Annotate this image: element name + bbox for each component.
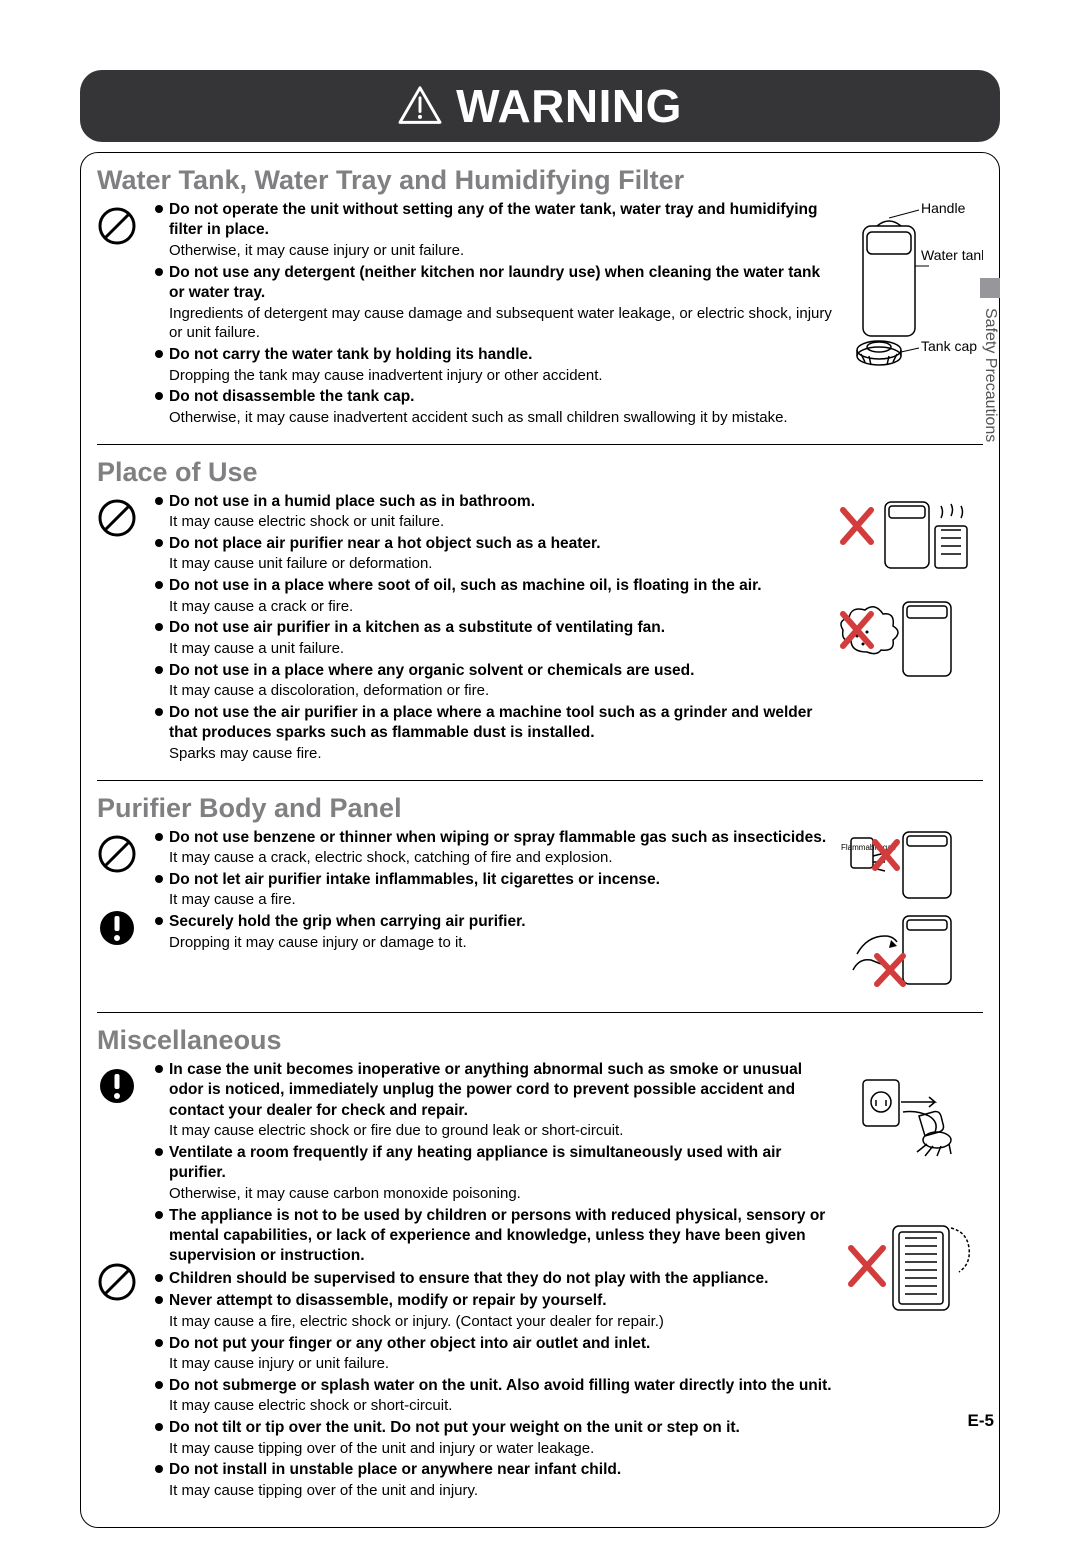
side-tab-square-icon (980, 278, 1000, 298)
item-sub: It may cause injury or unit failure. (169, 1354, 833, 1374)
item-sub: Otherwise, it may cause inadvertent acci… (169, 408, 833, 428)
misc-diagrams (833, 1060, 983, 1360)
item-sub: Otherwise, it may cause carbon monoxide … (169, 1184, 833, 1204)
section-title: Place of Use (97, 457, 983, 488)
place-diagrams (833, 492, 983, 692)
item-bold: Do not put your finger or any other obje… (169, 1335, 650, 1352)
item-sub: Dropping it may cause injury or damage t… (169, 933, 833, 953)
item-sub: Sparks may cause fire. (169, 744, 833, 764)
item-sub: It may cause electric shock or short-cir… (169, 1396, 833, 1416)
page-number: E-5 (968, 1411, 994, 1431)
item-sub: It may cause a crack, electric shock, ca… (169, 848, 833, 868)
item-bold: The appliance is not to be used by child… (169, 1207, 825, 1265)
item-bold: Do not operate the unit without setting … (169, 201, 817, 238)
item-bold: Do not use benzene or thinner when wipin… (169, 829, 826, 846)
item-bold: Do not tilt or tip over the unit. Do not… (169, 1419, 740, 1436)
item-bold: Do not use in a place where soot of oil,… (169, 577, 762, 594)
section-title: Purifier Body and Panel (97, 793, 983, 824)
banner-text: WARNING (456, 79, 682, 133)
item-bold: Do not carry the water tank by holding i… (169, 346, 532, 363)
section-miscellaneous: Miscellaneous In case the unit becomes i… (97, 1012, 983, 1503)
item-list: Do not use in a humid place such as in b… (155, 492, 833, 764)
item-bold: Never attempt to disassemble, modify or … (169, 1292, 607, 1309)
item-list: Do not operate the unit without setting … (155, 200, 833, 428)
prohibit-icon (97, 1262, 137, 1302)
section-purifier-body: Purifier Body and Panel Do not use benze… (97, 780, 983, 998)
prohibit-icon (97, 498, 137, 538)
item-sub: Otherwise, it may cause injury or unit f… (169, 241, 833, 261)
item-bold: Do not use in a humid place such as in b… (169, 493, 535, 510)
item-bold: Ventilate a room frequently if any heati… (169, 1144, 781, 1181)
item-sub: It may cause unit failure or deformation… (169, 554, 833, 574)
item-bold: Do not use the air purifier in a place w… (169, 704, 812, 741)
water-tank-diagram: Handle Water tank Tank cap (833, 200, 983, 380)
item-sub: It may cause a fire, electric shock or i… (169, 1312, 833, 1332)
prohibit-icon (97, 834, 137, 874)
prohibit-icon (97, 206, 137, 246)
mandatory-icon (97, 1066, 137, 1106)
item-bold: Children should be supervised to ensure … (169, 1270, 768, 1287)
item-bold: Do not install in unstable place or anyw… (169, 1461, 621, 1478)
label-tankcap: Tank cap (921, 338, 977, 354)
item-sub: It may cause a crack or fire. (169, 597, 833, 617)
item-bold: Do not use in a place where any organic … (169, 662, 694, 679)
body-diagrams: Flammable gas (833, 828, 983, 998)
item-bold: Do not submerge or splash water on the u… (169, 1377, 832, 1394)
warning-triangle-icon (398, 86, 442, 126)
item-bold: In case the unit becomes inoperative or … (169, 1061, 802, 1119)
section-title: Water Tank, Water Tray and Humidifying F… (97, 165, 983, 196)
item-sub: It may cause electric shock or fire due … (169, 1121, 833, 1141)
label-handle: Handle (921, 200, 966, 216)
item-bold: Do not use air purifier in a kitchen as … (169, 619, 665, 636)
item-bold: Do not let air purifier intake inflammab… (169, 871, 660, 888)
warning-banner: WARNING (80, 70, 1000, 142)
item-sub: It may cause tipping over of the unit an… (169, 1481, 833, 1501)
label-watertank: Water tank (921, 247, 983, 263)
item-list: In case the unit becomes inoperative or … (155, 1060, 833, 1501)
section-title: Miscellaneous (97, 1025, 983, 1056)
section-water-tank: Water Tank, Water Tray and Humidifying F… (97, 165, 983, 430)
content-frame: Water Tank, Water Tray and Humidifying F… (80, 152, 1000, 1528)
item-bold: Do not place air purifier near a hot obj… (169, 535, 601, 552)
section-place-of-use: Place of Use Do not use in a humid place… (97, 444, 983, 766)
item-bold: Do not disassemble the tank cap. (169, 388, 414, 405)
side-tab: Safety Precautions (980, 278, 1000, 442)
item-sub: It may cause a fire. (169, 890, 833, 910)
mandatory-icon (97, 908, 137, 948)
side-tab-label: Safety Precautions (981, 308, 999, 442)
item-bold: Do not use any detergent (neither kitche… (169, 264, 820, 301)
item-sub: It may cause electric shock or unit fail… (169, 512, 833, 532)
item-sub: It may cause a discoloration, deformatio… (169, 681, 833, 701)
item-sub: Ingredients of detergent may cause damag… (169, 304, 833, 344)
item-bold: Securely hold the grip when carrying air… (169, 913, 526, 930)
item-sub: Dropping the tank may cause inadvertent … (169, 366, 833, 386)
item-sub: It may cause a unit failure. (169, 639, 833, 659)
item-list: Do not use benzene or thinner when wipin… (155, 828, 833, 953)
item-sub: It may cause tipping over of the unit an… (169, 1439, 833, 1459)
